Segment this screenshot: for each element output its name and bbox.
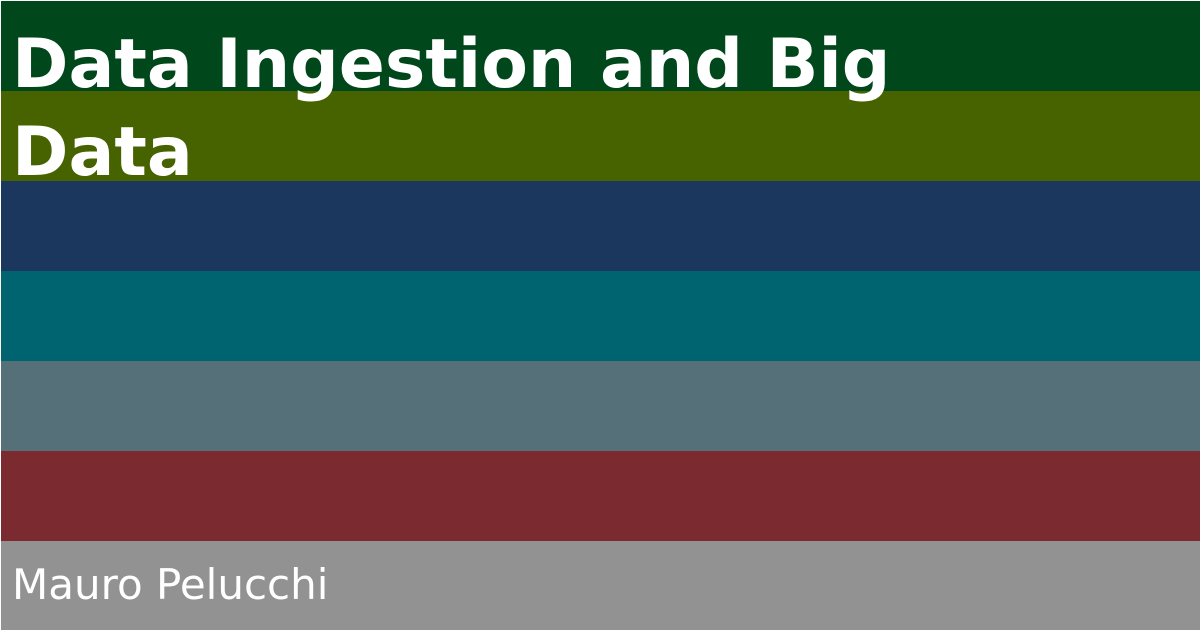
author-name: Mauro Pelucchi [12,560,329,609]
stripe-slate-gray [1,361,1200,451]
stripe-gray [1,541,1200,630]
stripe-navy-blue [1,181,1200,271]
stripe-dark-red [1,451,1200,541]
stripe-olive-green [1,91,1200,181]
page-title: Data Ingestion and Big Data [12,25,891,192]
stripe-teal [1,271,1200,361]
stripe-dark-green [1,1,1200,91]
